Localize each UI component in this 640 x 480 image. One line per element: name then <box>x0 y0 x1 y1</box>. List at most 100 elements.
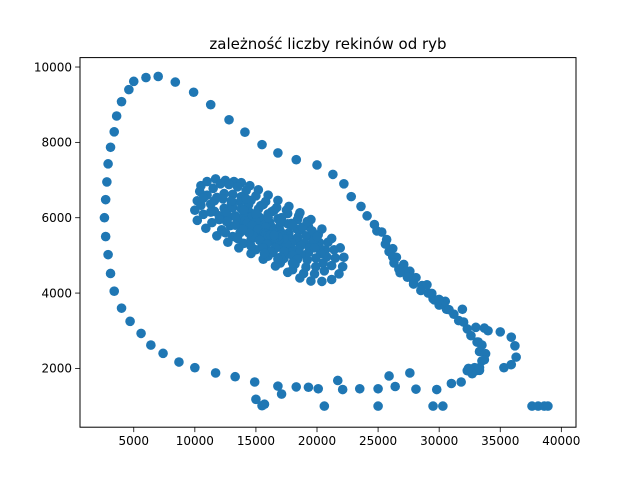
data-point <box>214 214 225 225</box>
y-tick-label: 2000 <box>41 362 72 376</box>
data-point <box>210 368 221 378</box>
data-point <box>273 148 283 158</box>
data-point <box>293 244 304 255</box>
data-point <box>329 244 339 255</box>
data-point <box>330 253 341 263</box>
data-point <box>281 205 292 215</box>
data-point <box>232 233 243 244</box>
data-point <box>146 340 156 350</box>
data-point <box>293 211 304 221</box>
data-point <box>372 226 382 236</box>
data-point <box>337 261 348 272</box>
data-point <box>238 205 249 215</box>
data-point <box>339 252 349 263</box>
data-point <box>317 276 327 287</box>
x-tick-label: 40000 <box>542 434 580 448</box>
y-axis-ticks: 2000 4000 6000 8000 10000 <box>34 60 80 376</box>
data-point <box>438 401 448 411</box>
data-point <box>230 220 240 231</box>
data-point <box>109 286 120 296</box>
data-point <box>499 362 509 373</box>
y-tick-label: 4000 <box>41 286 72 300</box>
data-point <box>416 285 426 296</box>
data-point <box>128 76 139 87</box>
data-point <box>309 269 320 279</box>
data-point <box>276 389 287 399</box>
data-point <box>356 201 366 212</box>
data-point <box>237 224 248 234</box>
data-point <box>427 288 437 299</box>
data-point <box>102 177 112 187</box>
data-point <box>479 354 490 365</box>
data-point <box>116 303 127 313</box>
data-point <box>103 249 113 260</box>
data-point <box>198 209 209 220</box>
data-point <box>231 212 242 223</box>
data-point <box>221 216 232 227</box>
data-point <box>258 199 269 210</box>
data-point <box>269 205 280 215</box>
data-point <box>192 215 203 226</box>
data-point <box>273 381 283 391</box>
data-point <box>291 382 302 392</box>
data-point <box>428 401 438 411</box>
data-point <box>174 357 184 367</box>
x-tick-label: 35000 <box>481 434 519 448</box>
data-point <box>257 139 267 150</box>
data-point <box>506 359 517 370</box>
data-point <box>313 383 324 394</box>
data-point <box>323 237 333 248</box>
data-point <box>411 384 421 394</box>
data-point <box>479 323 490 333</box>
data-point <box>105 268 116 279</box>
data-point <box>456 377 466 387</box>
data-point <box>249 377 260 387</box>
data-point <box>510 341 520 351</box>
data-point <box>310 253 321 263</box>
data-point <box>153 71 163 82</box>
data-point <box>332 375 343 386</box>
data-point <box>431 384 442 395</box>
data-point <box>346 191 357 202</box>
data-point <box>254 235 265 246</box>
data-point <box>543 401 553 411</box>
data-point <box>209 195 220 206</box>
data-point <box>506 332 517 342</box>
data-point <box>408 279 419 289</box>
data-point <box>495 327 506 337</box>
data-point <box>511 352 521 362</box>
data-point <box>287 258 298 268</box>
data-point <box>362 211 372 221</box>
data-point <box>446 378 457 389</box>
data-point <box>241 194 251 204</box>
data-point <box>100 231 111 242</box>
data-point <box>389 258 399 268</box>
data-point <box>395 267 405 278</box>
data-point <box>100 194 111 205</box>
data-point <box>246 241 256 251</box>
data-point <box>136 328 146 339</box>
data-point <box>319 401 330 411</box>
data-point <box>125 316 135 327</box>
data-point <box>202 176 212 187</box>
data-point <box>198 193 209 203</box>
data-point <box>226 195 237 206</box>
data-point <box>220 227 231 238</box>
x-tick-label: 10000 <box>176 434 214 448</box>
data-point <box>457 304 468 315</box>
x-tick-label: 5000 <box>118 434 149 448</box>
data-point <box>259 399 270 410</box>
data-point <box>328 169 338 180</box>
data-point <box>201 223 211 234</box>
data-point <box>116 96 127 107</box>
points-layer <box>99 71 553 411</box>
data-point <box>124 84 134 95</box>
data-point <box>224 114 234 125</box>
data-point <box>232 182 243 192</box>
data-point <box>463 363 474 374</box>
data-point <box>188 87 199 98</box>
data-point <box>471 322 481 333</box>
data-point <box>263 212 273 223</box>
data-point <box>474 362 485 373</box>
data-point <box>309 243 320 253</box>
